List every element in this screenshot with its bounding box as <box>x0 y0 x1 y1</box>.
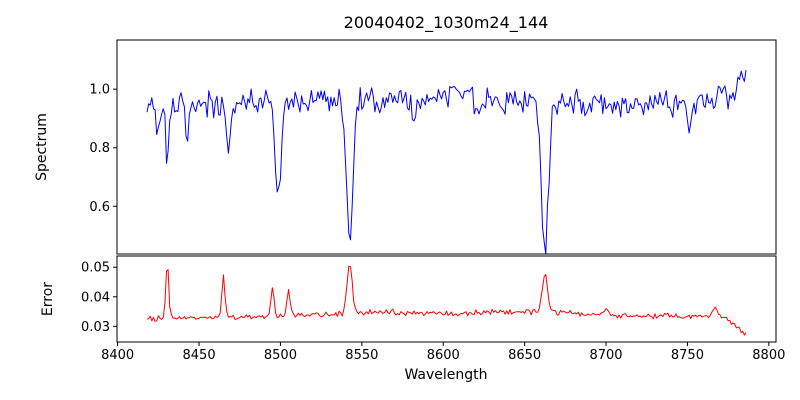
y-tick-label: 1.0 <box>89 83 110 98</box>
x-tick-label: 8800 <box>752 348 785 363</box>
x-axis-label: Wavelength <box>404 367 487 383</box>
axes-border <box>116 255 777 343</box>
x-tick-label: 8600 <box>427 348 460 363</box>
y-tick-label: 0.8 <box>89 141 110 156</box>
spectrum-line <box>146 70 747 255</box>
y-tick-label: 0.6 <box>89 200 110 215</box>
x-tick-label: 8700 <box>589 348 622 363</box>
x-tick-label: 8500 <box>264 348 297 363</box>
x-tick-label: 8400 <box>101 348 134 363</box>
axes-border <box>116 39 777 255</box>
chart-title: 20040402_1030m24_144 <box>344 13 549 33</box>
y-tick-label: 0.03 <box>81 320 110 335</box>
x-tick-label: 8750 <box>671 348 704 363</box>
y-tick-label: 0.04 <box>81 290 110 305</box>
x-tick-label: 8650 <box>508 348 541 363</box>
y-tick-label: 0.05 <box>81 261 110 276</box>
x-tick-label: 8550 <box>345 348 378 363</box>
x-tick-label: 8450 <box>183 348 216 363</box>
y-axis-label-error: Error <box>40 282 56 316</box>
y-axis-label-spectrum: Spectrum <box>34 113 50 181</box>
error-line <box>146 265 747 336</box>
